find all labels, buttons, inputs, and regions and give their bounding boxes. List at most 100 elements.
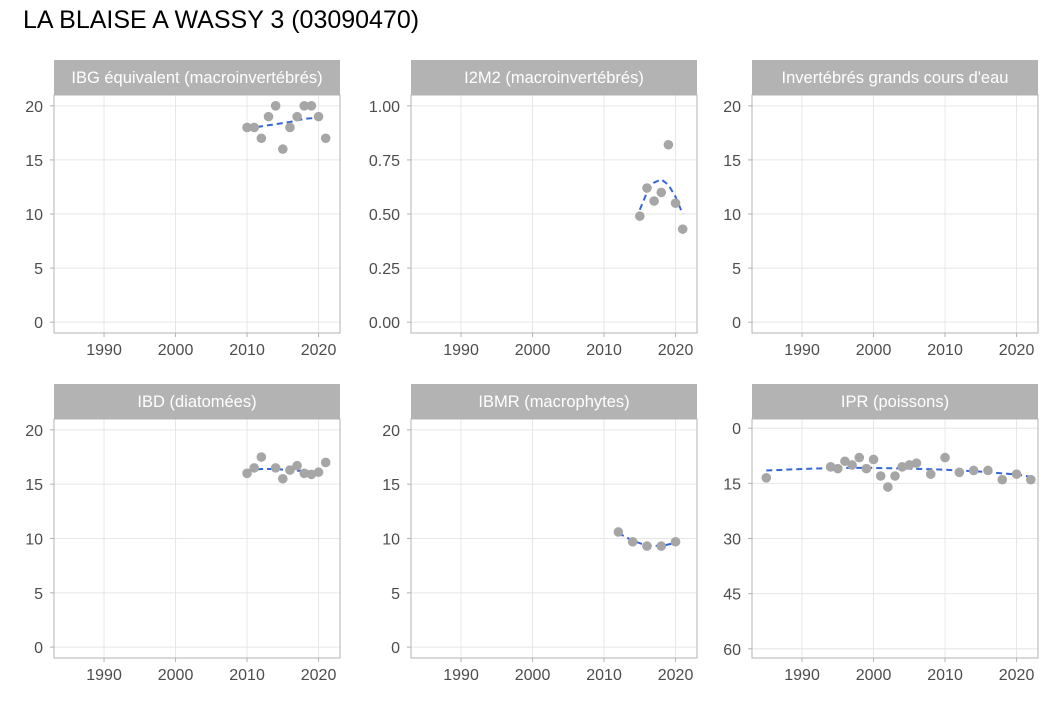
- panel-5-x-tick-label: 1990: [443, 667, 479, 684]
- panel-1-data-point: [249, 122, 259, 133]
- panel-5-y-tick-label: 15: [382, 477, 400, 494]
- panel-1-x-tick-label: 1990: [86, 342, 122, 359]
- panel-4-data-point: [320, 457, 331, 468]
- panel-6-x-tick-label: 2020: [999, 667, 1035, 684]
- panel-4-strip: [54, 384, 340, 419]
- panel-2-strip: [411, 60, 697, 95]
- panel-6-y-tick-label: 15: [723, 476, 741, 493]
- panel-3-strip-title: Invertébrés grands cours d'eau: [782, 69, 1009, 87]
- panel-5-border: [410, 418, 698, 659]
- panel-1-y-tick-label: 0: [34, 315, 43, 332]
- panel-2-x-tick-label: 2000: [515, 342, 551, 359]
- panel-1-data-point: [256, 133, 267, 144]
- panel-3-x-tick-label: 2000: [856, 342, 892, 359]
- panel-3-y-tick-label: 20: [723, 99, 741, 116]
- panel-6-data-point: [954, 467, 965, 478]
- panel-5-strip-title: IBMR (macrophytes): [478, 393, 629, 411]
- panel-1-border: [53, 94, 341, 334]
- panel-5-data-point: [670, 536, 681, 547]
- panel-1-y-tick-label: 5: [34, 261, 43, 278]
- panel-1-x-tick-label: 2010: [229, 342, 265, 359]
- panel-4-y-tick-label: 20: [25, 423, 43, 440]
- panel-6-data-point: [868, 454, 879, 465]
- panel-4-data-point: [313, 467, 324, 478]
- panel-1-data-point: [270, 101, 281, 111]
- panel-3-strip: [752, 60, 1038, 95]
- panel-4-x-tick-label: 2010: [229, 667, 265, 684]
- panel-2-x-tick-label: 1990: [443, 342, 479, 359]
- panel-2-y-tick-label: 0.75: [369, 153, 400, 170]
- panel-4-border: [53, 418, 341, 659]
- panel-6-y-tick-label: 60: [723, 642, 741, 659]
- panel-2-y-tick-label: 0.00: [369, 315, 400, 332]
- panel-1-data-point: [306, 101, 317, 111]
- panel-5-y-tick-label: 0: [391, 640, 400, 657]
- panel-6-data-point: [997, 474, 1008, 485]
- panel-6-data-point: [890, 471, 900, 481]
- panel-2-y-tick-label: 1.00: [369, 99, 400, 116]
- panel-6-data-point: [854, 452, 865, 463]
- panel-4-data-point: [242, 468, 252, 479]
- panel-2-data-point: [663, 139, 674, 150]
- panel-2-data-point: [642, 183, 652, 193]
- panel-2-y-tick-label: 0.25: [369, 261, 400, 278]
- panel-2-trend-line: [638, 178, 684, 215]
- panel-3-y-tick-label: 5: [732, 261, 741, 278]
- panel-4-data-point: [249, 463, 259, 473]
- panel-2-data-point: [670, 198, 681, 208]
- panel-4-data-point: [292, 460, 302, 471]
- panel-6-x-tick-label: 1990: [784, 667, 820, 684]
- panel-6-y-tick-label: 0: [732, 421, 741, 438]
- panel-1-y-tick-label: 10: [25, 207, 43, 224]
- panel-6-x-tick-label: 2000: [856, 667, 892, 684]
- panel-6-data-point: [833, 463, 843, 474]
- panel-4-y-tick-label: 10: [25, 532, 43, 549]
- panel-2-data-point: [656, 187, 667, 198]
- panel-1-data-point: [278, 144, 288, 154]
- panel-3-x-tick-label: 2020: [999, 342, 1035, 359]
- panel-5-strip: [411, 384, 697, 419]
- panel-5-data-point: [627, 536, 638, 547]
- panel-1-data-point: [292, 111, 302, 122]
- panel-6-data-point: [925, 469, 936, 479]
- page-title: LA BLAISE A WASSY 3 (03090470): [23, 6, 420, 34]
- panel-6-data-point: [761, 473, 772, 483]
- panel-6-strip-title: IPR (poissons): [841, 393, 949, 411]
- panel-4-y-tick-label: 15: [25, 477, 43, 494]
- panel-6-data-point: [983, 465, 993, 476]
- panel-5-y-tick-label: 10: [382, 532, 400, 549]
- panel-4-data-point: [285, 465, 295, 475]
- panel-2-x-tick-label: 2020: [658, 342, 694, 359]
- panel-4-data-point: [256, 452, 267, 462]
- panel-2-data-point: [677, 224, 688, 234]
- panel-6-data-point: [968, 465, 979, 476]
- panel-4-x-tick-label: 1990: [86, 667, 122, 684]
- panel-6-strip: [752, 384, 1038, 419]
- panel-1-strip-title: IBG équivalent (macroinvertébrés): [71, 69, 322, 87]
- panel-2-data-point: [635, 211, 645, 221]
- panel-6-data-point: [840, 456, 850, 467]
- panel-4-x-tick-label: 2020: [301, 667, 337, 684]
- panel-2-data-point: [649, 196, 659, 206]
- panel-2-strip-title: I2M2 (macroinvertébrés): [464, 69, 644, 87]
- panel-1-strip: [54, 60, 340, 95]
- panel-4-data-point: [278, 473, 288, 484]
- panel-5-y-tick-label: 20: [382, 423, 400, 440]
- panel-6-data-point: [875, 471, 886, 481]
- panel-4-data-point: [270, 463, 281, 473]
- panel-3-x-tick-label: 2010: [927, 342, 963, 359]
- panel-1-data-point: [285, 122, 295, 133]
- panel-1-data-point: [242, 122, 252, 133]
- panel-3-y-tick-label: 15: [723, 153, 741, 170]
- panel-6-data-point: [847, 460, 857, 470]
- panel-1-data-point: [320, 133, 331, 144]
- panel-6-data-point: [911, 458, 922, 468]
- panel-6-data-point: [1026, 474, 1036, 485]
- panel-2-y-tick-label: 0.50: [369, 207, 400, 224]
- panel-6-data-point: [861, 463, 872, 474]
- panel-4-data-point: [299, 468, 310, 479]
- panel-3-y-tick-label: 10: [723, 207, 741, 224]
- panel-1-x-tick-label: 2020: [301, 342, 337, 359]
- panel-5-data-point: [656, 541, 667, 551]
